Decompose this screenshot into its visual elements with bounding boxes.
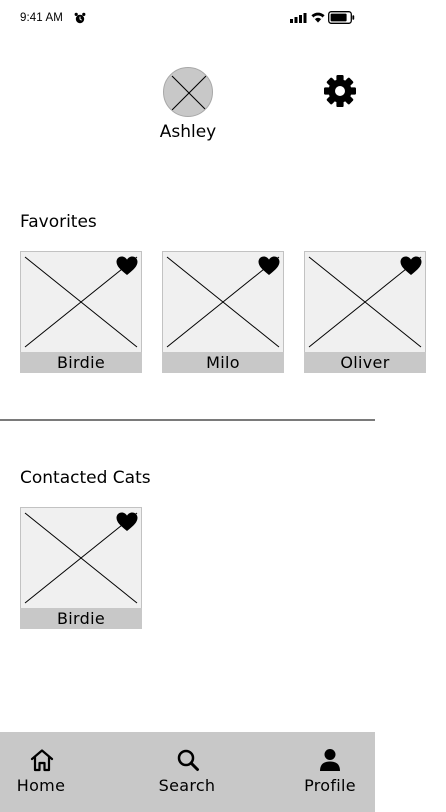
card-label: Birdie [20, 608, 142, 629]
alarm-icon [74, 12, 86, 24]
heart-icon[interactable] [116, 256, 138, 276]
tab-home[interactable]: Home [0, 732, 86, 812]
card-label: Birdie [20, 352, 142, 373]
bottom-tab-bar: Home Search Profile [0, 732, 375, 812]
avatar-placeholder-icon [171, 75, 207, 111]
wifi-icon [311, 12, 325, 23]
tab-search[interactable]: Search [142, 732, 232, 812]
tab-profile[interactable]: Profile [285, 732, 375, 812]
status-bar: 9:41 AM [0, 0, 375, 38]
favorites-heading: Favorites [20, 212, 97, 232]
user-name: Ashley [159, 122, 217, 142]
section-divider [0, 419, 375, 421]
favorite-card-birdie[interactable]: Birdie [20, 251, 142, 373]
home-icon [30, 749, 54, 772]
image-placeholder [166, 256, 280, 348]
avatar[interactable] [163, 67, 213, 117]
tab-search-label: Search [158, 776, 216, 795]
tab-profile-label: Profile [304, 776, 356, 795]
image-placeholder [24, 256, 138, 348]
search-icon [177, 749, 199, 771]
tab-home-label: Home [16, 776, 66, 795]
card-label: Oliver [304, 352, 426, 373]
gear-icon[interactable] [322, 73, 358, 109]
favorite-card-oliver[interactable]: Oliver [304, 251, 426, 373]
contacted-cats-heading: Contacted Cats [20, 468, 151, 488]
heart-icon[interactable] [258, 256, 280, 276]
cellular-signal-icon [290, 13, 307, 23]
image-placeholder [308, 256, 422, 348]
image-placeholder [24, 512, 138, 604]
status-time: 9:41 AM [20, 12, 63, 24]
heart-icon[interactable] [116, 512, 138, 532]
battery-icon [328, 11, 355, 24]
card-label: Milo [162, 352, 284, 373]
heart-icon[interactable] [400, 256, 422, 276]
favorite-card-milo[interactable]: Milo [162, 251, 284, 373]
contacted-card-birdie[interactable]: Birdie [20, 507, 142, 629]
person-icon [320, 749, 340, 771]
